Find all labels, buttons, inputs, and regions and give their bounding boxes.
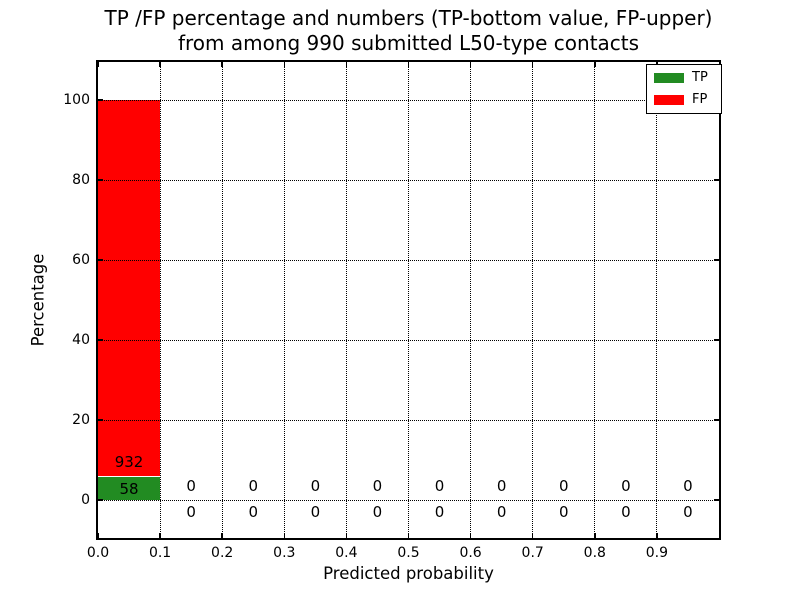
legend: TP FP bbox=[646, 64, 722, 114]
x-tick-bottom bbox=[469, 533, 472, 538]
legend-item-fp: FP bbox=[654, 93, 714, 107]
gridline-vertical bbox=[159, 62, 161, 538]
bar-count-label-tp: 0 bbox=[248, 503, 259, 521]
x-tick-label: 0.9 bbox=[645, 545, 669, 561]
bar-count-label-tp: 0 bbox=[310, 503, 321, 521]
y-tick-right bbox=[714, 179, 719, 181]
y-tick-label: 40 bbox=[72, 332, 90, 348]
y-tick-right bbox=[714, 499, 719, 501]
gridline-vertical bbox=[594, 62, 596, 538]
bar-count-label-tp: 58 bbox=[119, 479, 139, 498]
x-tick-top bbox=[531, 62, 534, 67]
gridline-vertical bbox=[345, 62, 347, 538]
x-tick-label: 0.2 bbox=[211, 545, 234, 561]
x-tick-label: 0.7 bbox=[521, 545, 544, 561]
y-tick-label: 60 bbox=[72, 252, 90, 268]
bar-count-label-tp: 0 bbox=[434, 503, 445, 521]
x-tick-top bbox=[594, 62, 596, 67]
x-tick-bottom bbox=[221, 533, 223, 538]
bar-segment-fp bbox=[98, 100, 161, 477]
x-tick-top bbox=[159, 62, 161, 67]
y-tick-right bbox=[714, 419, 719, 421]
legend-label-tp: TP bbox=[692, 70, 708, 85]
y-tick-left bbox=[98, 259, 103, 261]
x-tick-bottom bbox=[656, 533, 658, 538]
x-tick-label: 0.3 bbox=[273, 545, 296, 561]
y-tick-label: 100 bbox=[63, 92, 90, 108]
gridline-vertical bbox=[656, 62, 658, 538]
y-tick-right bbox=[714, 259, 719, 261]
x-tick-label: 0.6 bbox=[459, 545, 482, 561]
legend-swatch-fp bbox=[654, 95, 684, 105]
x-tick-label: 0.5 bbox=[397, 545, 420, 561]
legend-swatch-tp bbox=[654, 73, 684, 83]
y-tick-label: 0 bbox=[81, 492, 90, 508]
x-tick-bottom bbox=[407, 533, 410, 538]
y-axis-label: Percentage bbox=[28, 253, 48, 347]
chart-title-line2: from among 990 submitted L50-type contac… bbox=[177, 31, 640, 55]
y-tick-left bbox=[98, 419, 103, 421]
bar-count-label-fp: 0 bbox=[248, 476, 259, 495]
chart-title: TP /FP percentage and numbers (TP-bottom… bbox=[98, 6, 719, 56]
plot-area: 0.0 0.1 0.2 0.3 0.4 0.5 0.6 0.7 0.8 0.9 0 20 40 60 80 1… bbox=[63, 62, 719, 561]
bar-count-label-fp: 0 bbox=[310, 476, 321, 495]
bar-count-label-fp: 932 bbox=[114, 453, 144, 472]
bar-count-label-fp: 0 bbox=[186, 476, 196, 495]
x-axis-label: Predicted probability bbox=[323, 564, 494, 583]
x-tick-top bbox=[407, 62, 410, 67]
y-tick-right bbox=[714, 339, 719, 341]
y-tick-left bbox=[98, 179, 103, 181]
bar-segment-tp bbox=[98, 476, 161, 500]
y-tick-left bbox=[98, 339, 103, 341]
x-tick-bottom bbox=[283, 533, 286, 538]
chart-title-line1: TP /FP percentage and numbers (TP-bottom… bbox=[104, 6, 713, 30]
bar-count-label-tp: 0 bbox=[621, 503, 631, 521]
x-tick-bottom bbox=[531, 533, 534, 538]
y-tick-label: 80 bbox=[72, 172, 90, 188]
y-tick-left bbox=[98, 99, 103, 101]
x-tick-label: 0.8 bbox=[583, 545, 606, 561]
bar-count-label-tp: 0 bbox=[683, 503, 693, 521]
gridline-vertical bbox=[408, 62, 409, 538]
x-tick-top bbox=[283, 62, 286, 67]
y-tick-left bbox=[98, 499, 103, 501]
x-tick-label: 0.4 bbox=[335, 545, 358, 561]
bar-count-label-fp: 0 bbox=[621, 476, 631, 495]
x-tick-bottom bbox=[345, 533, 348, 538]
x-tick-top bbox=[345, 62, 348, 67]
bar-count-label-tp: 0 bbox=[186, 503, 196, 521]
y-tick-label: 20 bbox=[72, 412, 90, 428]
x-tick-bottom bbox=[159, 533, 161, 538]
x-tick-top bbox=[469, 62, 472, 67]
gridline-vertical bbox=[221, 62, 223, 538]
bar-count-label-tp: 0 bbox=[496, 503, 507, 521]
legend-label-fp: FP bbox=[692, 92, 708, 107]
x-tick-label: 0.1 bbox=[148, 545, 172, 561]
x-tick-bottom bbox=[97, 533, 99, 538]
bar-count-label-tp: 0 bbox=[372, 503, 383, 521]
gridline-vertical bbox=[283, 62, 285, 538]
bar-count-label-tp: 0 bbox=[558, 503, 569, 521]
bar-count-label-fp: 0 bbox=[558, 476, 569, 495]
gridline-vertical bbox=[470, 62, 472, 538]
x-tick-bottom bbox=[594, 533, 596, 538]
x-tick-top bbox=[221, 62, 223, 67]
gridline-vertical bbox=[532, 62, 534, 538]
legend-item-tp: TP bbox=[654, 71, 714, 85]
bar-seam bbox=[98, 476, 161, 478]
bar-count-label-fp: 0 bbox=[496, 476, 507, 495]
bar-count-label-fp: 0 bbox=[372, 476, 383, 495]
bar-count-label-fp: 0 bbox=[683, 476, 693, 495]
x-tick-top bbox=[97, 62, 99, 67]
bar-count-label-fp: 0 bbox=[434, 476, 445, 495]
x-tick-label: 0.0 bbox=[86, 545, 110, 561]
